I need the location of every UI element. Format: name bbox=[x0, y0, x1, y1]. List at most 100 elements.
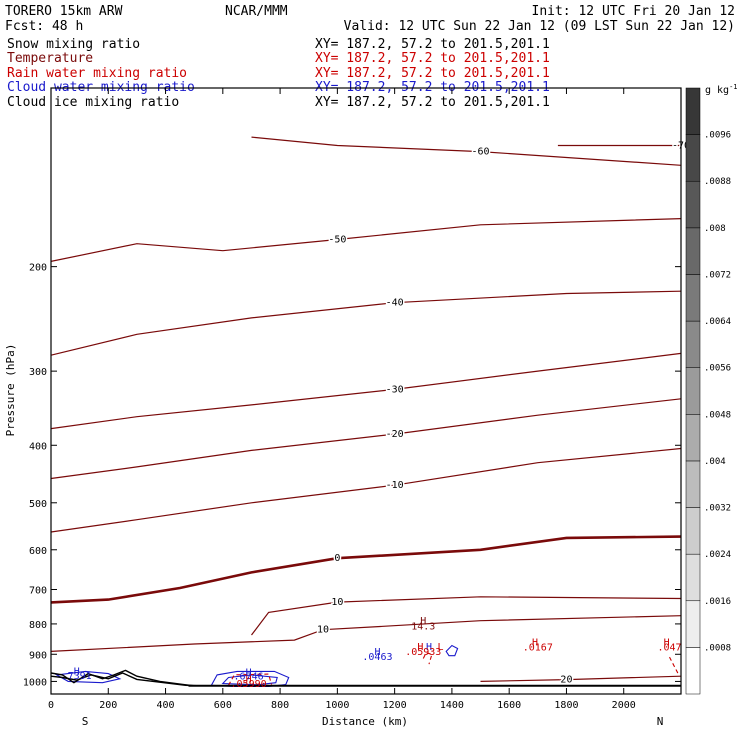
isotherm-line bbox=[50, 290, 682, 356]
colorbar-label: .0048 bbox=[704, 410, 731, 420]
extremum-label: .0167 bbox=[523, 643, 553, 654]
model-label: TORERO 15km ARW bbox=[5, 4, 123, 19]
colorbar: .0008 .0016 .0024 .0032 .004 .0048 .0056 .0064.… bbox=[685, 87, 731, 695]
cloud-water-contour bbox=[445, 644, 459, 657]
legend-temperature-xy: XY= 187.2, 57.2 to 201.5,201.1 bbox=[315, 51, 550, 66]
colorbar-swatch bbox=[685, 414, 701, 462]
x-tick-label: 800 bbox=[271, 700, 289, 711]
colorbar-swatch bbox=[685, 367, 701, 415]
forecast-label: Fcst: 48 h bbox=[5, 19, 83, 34]
colorbar-swatch bbox=[685, 227, 701, 275]
colorbar-swatch bbox=[685, 460, 701, 508]
isotherm-label: 20 bbox=[560, 675, 572, 686]
isotherm-line bbox=[50, 218, 682, 262]
colorbar-label: .0016 bbox=[704, 597, 731, 607]
colorbar-swatch bbox=[685, 647, 701, 695]
x-tick-label: 1800 bbox=[554, 700, 578, 711]
extremum-label: L bbox=[437, 642, 443, 653]
extremum-label: H bbox=[374, 647, 380, 658]
y-axis-label: Pressure (hPa) bbox=[4, 344, 17, 437]
isotherm-label: 10 bbox=[317, 625, 329, 636]
y-tick-label: 700 bbox=[29, 586, 47, 597]
x-tick-label: 1000 bbox=[325, 700, 349, 711]
colorbar-unit: g kg-1 bbox=[705, 83, 738, 96]
colorbar-label: .0088 bbox=[704, 177, 731, 187]
isotherm-line bbox=[50, 447, 682, 533]
y-tick-label: 800 bbox=[29, 620, 47, 631]
colorbar-swatch bbox=[685, 134, 701, 182]
colorbar-label: .0056 bbox=[704, 364, 731, 374]
isotherm-line bbox=[480, 675, 682, 682]
legend-snow-xy: XY= 187.2, 57.2 to 201.5,201.1 bbox=[315, 37, 550, 52]
extremum-label: .047 bbox=[657, 643, 681, 654]
isotherm-label: -10 bbox=[386, 480, 404, 491]
y-tick-label: 300 bbox=[29, 367, 47, 378]
legend-cloud-ice-xy: XY= 187.2, 57.2 to 201.5,201.1 bbox=[315, 95, 550, 110]
isotherm-line bbox=[50, 352, 682, 430]
isotherm-line bbox=[251, 136, 682, 166]
extremum-label: H bbox=[246, 674, 252, 685]
extremum-label: H bbox=[426, 642, 432, 653]
extremum-label: .0463 bbox=[362, 652, 392, 663]
org-label: NCAR/MMM bbox=[225, 4, 288, 19]
colorbar-label: .0064 bbox=[704, 317, 731, 327]
isotherm-line bbox=[50, 535, 682, 604]
y-tick-label: 900 bbox=[29, 650, 47, 661]
x-axis-label: Distance (km) bbox=[322, 715, 408, 728]
y-tick-label: 400 bbox=[29, 441, 47, 452]
init-label: Init: 12 UTC Fri 20 Jan 12 bbox=[532, 4, 736, 19]
colorbar-swatch bbox=[685, 180, 701, 229]
colorbar-label: .008 bbox=[704, 224, 726, 234]
colorbar-label: .0096 bbox=[704, 131, 731, 141]
extremum-label: H bbox=[420, 616, 426, 627]
colorbar-swatch bbox=[685, 507, 701, 555]
y-tick-label: 500 bbox=[29, 499, 47, 510]
plot-frame bbox=[50, 87, 682, 695]
isotherm-label: -50 bbox=[328, 234, 346, 245]
extremum-label: H bbox=[246, 667, 252, 678]
isotherm-label: -40 bbox=[386, 298, 404, 309]
colorbar-label: .004 bbox=[704, 457, 726, 467]
colorbar-label: .0032 bbox=[704, 504, 731, 514]
extremum-label: H bbox=[664, 638, 670, 649]
isotherm-line bbox=[50, 615, 682, 652]
rain-contour bbox=[669, 656, 679, 674]
x-tick-label: 1200 bbox=[383, 700, 407, 711]
x-tick-label: 2000 bbox=[612, 700, 636, 711]
x-tick-label: 400 bbox=[157, 700, 175, 711]
rain-contours bbox=[228, 652, 679, 686]
rain-contour bbox=[422, 652, 433, 665]
extremum-label: H bbox=[532, 638, 538, 649]
extremum-label: .6746 bbox=[234, 671, 264, 682]
legend-rain: Rain water mixing ratio bbox=[7, 66, 187, 81]
cloud-water-contour bbox=[54, 670, 122, 684]
legend-snow: Snow mixing ratio bbox=[7, 37, 140, 52]
isotherm-label: -20 bbox=[386, 429, 404, 440]
colorbar-label: .0024 bbox=[704, 550, 731, 560]
isotherm-label: 10 bbox=[331, 597, 343, 608]
legend-temperature: Temperature bbox=[7, 51, 93, 66]
colorbar-label: .0072 bbox=[704, 270, 731, 280]
colorbar-swatch bbox=[685, 600, 701, 648]
colorbar-swatch bbox=[685, 553, 701, 602]
cloud-ice-and-snow-lines bbox=[50, 669, 681, 687]
isotherm-label: 0 bbox=[334, 553, 340, 564]
colorbar-label: .0008 bbox=[704, 643, 731, 653]
extremum-label: .05933 bbox=[405, 647, 441, 658]
colorbar-swatch bbox=[685, 87, 701, 135]
x-tick-label: 1600 bbox=[497, 700, 521, 711]
legend-rain-xy: XY= 187.2, 57.2 to 201.5,201.1 bbox=[315, 66, 550, 81]
x-end-right: N bbox=[657, 715, 664, 728]
y-tick-label: 200 bbox=[29, 263, 47, 274]
rain-contour bbox=[228, 673, 273, 686]
colorbar-swatch bbox=[685, 274, 701, 322]
extremum-label: 14.3 bbox=[411, 622, 435, 633]
isotherm-line bbox=[50, 398, 682, 480]
y-tick-label: 600 bbox=[29, 546, 47, 557]
isotherm-label: -60 bbox=[472, 147, 490, 158]
extremum-label: .05990 bbox=[231, 679, 267, 690]
